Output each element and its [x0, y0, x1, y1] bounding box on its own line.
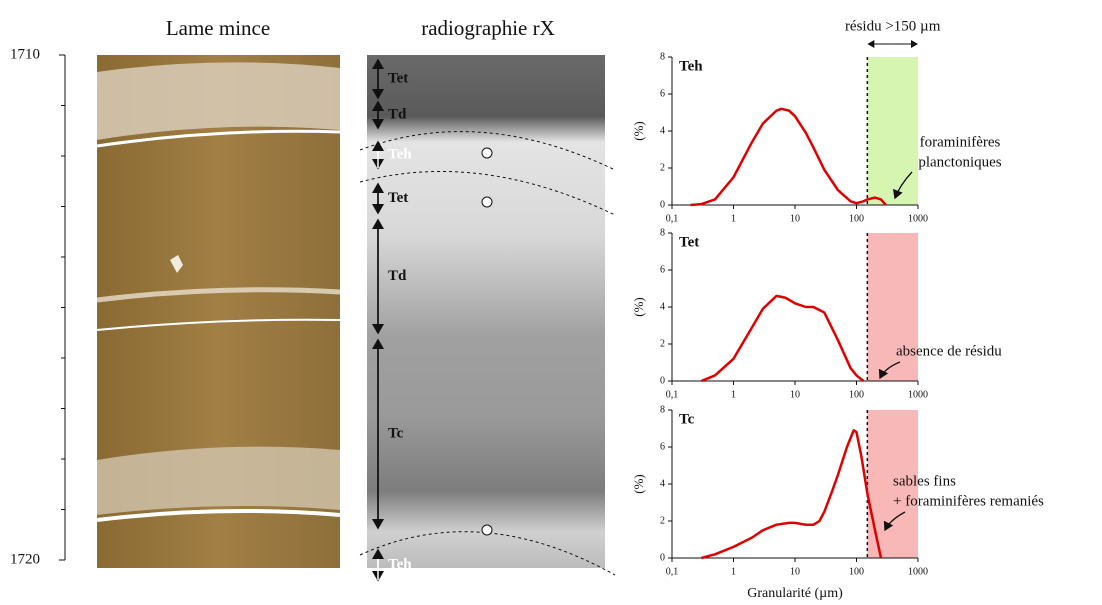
x-tick-label: 0,1 [666, 389, 679, 400]
x-tick-label: 1 [731, 566, 736, 577]
y-axis-label: (%) [631, 297, 646, 317]
annotation-arrow [878, 361, 901, 380]
x-tick-label: 1 [731, 389, 736, 400]
unit-label: Td [388, 268, 407, 284]
annotation-arrow [892, 171, 913, 200]
y-tick-label: 4 [660, 478, 665, 489]
unit-label: Teh [388, 146, 412, 162]
y-tick-label: 6 [660, 441, 665, 452]
y-tick-label: 0 [660, 199, 665, 210]
annotation: sables fins [893, 473, 956, 489]
x-tick-label: 10 [790, 389, 800, 400]
unit-label: Tc [388, 425, 404, 441]
x-tick-label: 100 [849, 213, 864, 224]
y-tick-label: 4 [660, 301, 665, 312]
x-tick-label: 0,1 [666, 566, 679, 577]
y-tick-label: 6 [660, 264, 665, 275]
annotation: foraminifères [920, 134, 1001, 150]
y-tick-label: 4 [660, 125, 665, 136]
y-axis-label: (%) [631, 474, 646, 494]
line-series [700, 294, 865, 383]
x-tick-label: 1000 [908, 389, 928, 400]
y-axis-label: (%) [631, 121, 646, 141]
unit-label: Tet [388, 70, 408, 86]
y-tick-label: 8 [660, 51, 665, 62]
depth-tick-label: 1720 [10, 551, 40, 567]
thin-section-image [96, 55, 341, 568]
y-tick-label: 6 [660, 88, 665, 99]
chart-title: Tet [679, 234, 699, 250]
annotation-arrow [883, 511, 906, 532]
y-tick-label: 0 [660, 375, 665, 386]
y-tick-label: 2 [660, 162, 665, 173]
x-tick-label: 100 [849, 566, 864, 577]
y-tick-label: 8 [660, 227, 665, 238]
x-axis-label: Granularité (µm) [747, 586, 843, 601]
y-tick-label: 8 [660, 404, 665, 415]
residue-area [867, 57, 918, 205]
x-tick-label: 1 [731, 213, 736, 224]
x-tick-label: 10 [790, 566, 800, 577]
x-tick-label: 10 [790, 213, 800, 224]
line-series [690, 107, 887, 207]
xray-image [359, 55, 616, 576]
annotation: + foraminifères remaniés [893, 493, 1044, 509]
y-tick-label: 0 [660, 552, 665, 563]
panel-title: radiographie rX [421, 16, 555, 40]
residue-label: résidu >150 µm [845, 18, 941, 34]
depth-tick-label: 1710 [10, 46, 40, 62]
unit-label: Tet [388, 190, 408, 206]
y-tick-label: 2 [660, 338, 665, 349]
annotation: planctoniques [918, 154, 1001, 170]
x-tick-label: 1000 [908, 213, 928, 224]
chart-title: Teh [679, 58, 703, 74]
panel-title: Lame mince [166, 16, 270, 40]
line-series [701, 429, 883, 560]
y-tick-label: 2 [660, 515, 665, 526]
annotation: absence de résidu [896, 343, 1002, 359]
unit-label: Teh [388, 556, 412, 572]
residue-area [867, 233, 918, 381]
x-tick-label: 0,1 [666, 213, 679, 224]
x-tick-label: 1000 [908, 566, 928, 577]
unit-label: Td [388, 106, 407, 122]
chart-title: Tc [679, 411, 695, 427]
x-tick-label: 100 [849, 389, 864, 400]
